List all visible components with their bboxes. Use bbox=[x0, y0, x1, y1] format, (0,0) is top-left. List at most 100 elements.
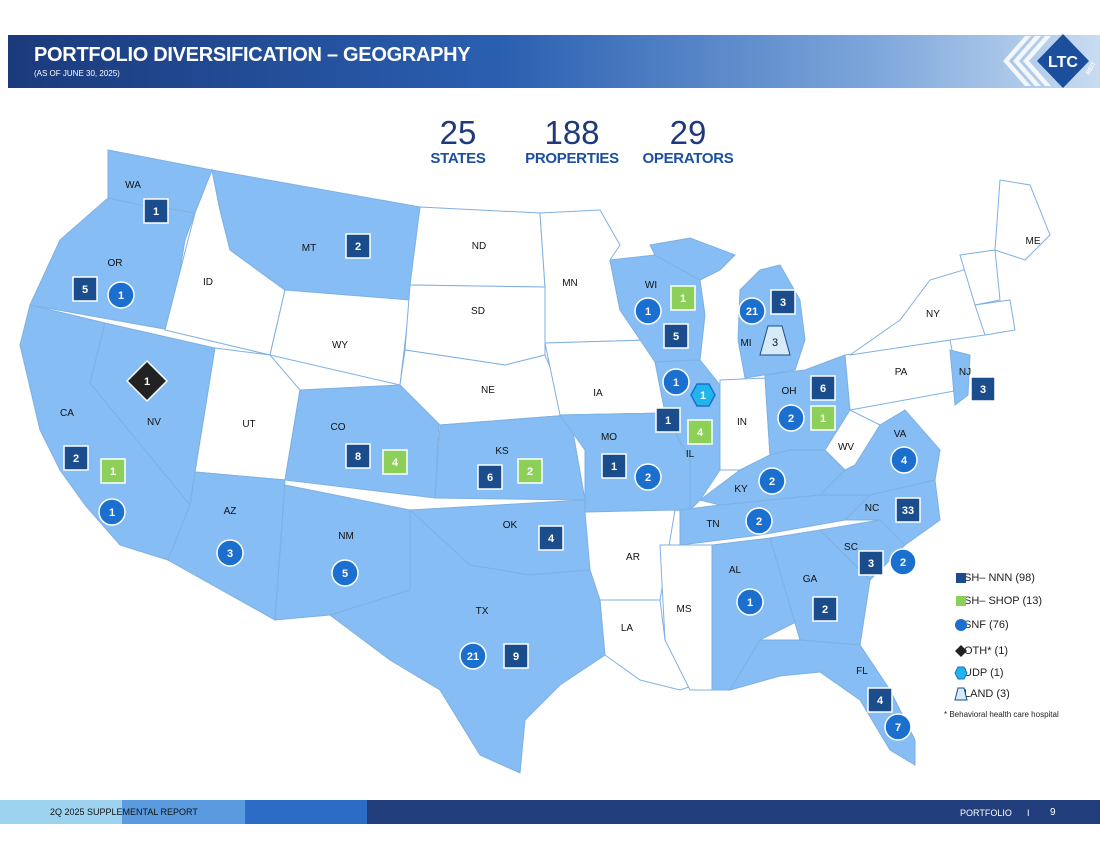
legend-label: OTH* (1) bbox=[964, 645, 1008, 657]
marker-shape bbox=[777, 404, 805, 432]
marker-sh-nnn-oh: 6 bbox=[810, 375, 836, 401]
marker-snf-nm: 5 bbox=[331, 559, 359, 587]
marker-value: 1 bbox=[611, 461, 617, 473]
marker-shape bbox=[745, 507, 773, 535]
marker-sh-nnn-il: 1 bbox=[655, 407, 681, 433]
marker-shape bbox=[687, 419, 713, 445]
marker-value: 5 bbox=[342, 568, 348, 580]
state-label-ia: IA bbox=[593, 388, 603, 399]
marker-value: 21 bbox=[467, 651, 479, 663]
stat-value: 29 bbox=[669, 114, 707, 151]
state-shape-vtnh bbox=[959, 249, 1001, 306]
state-shape-ga bbox=[769, 529, 871, 646]
state-label-me: ME bbox=[1026, 236, 1041, 247]
marker-snf-az: 3 bbox=[216, 539, 244, 567]
marker-shape bbox=[345, 233, 371, 259]
marker-sh-nnn-ga: 2 bbox=[812, 596, 838, 622]
state-label-in: IN bbox=[737, 417, 747, 428]
marker-value: 4 bbox=[901, 455, 908, 467]
marker-shape bbox=[663, 323, 689, 349]
page-number: 9 bbox=[1050, 807, 1056, 818]
marker-snf-ca: 1 bbox=[98, 498, 126, 526]
hexagon-icon bbox=[954, 666, 968, 680]
marker-sh-shop-wi: 1 bbox=[670, 285, 696, 311]
marker-sh-shop-co: 4 bbox=[382, 449, 408, 475]
legend-item-udp: UDP (1) bbox=[954, 665, 1004, 681]
marker-udp-il: 1 bbox=[690, 383, 716, 407]
state-label-pa: PA bbox=[895, 367, 908, 378]
state-label-ks: KS bbox=[495, 446, 509, 457]
ltc-logo: LTC REIT bbox=[1003, 34, 1098, 88]
marker-sh-nnn-wa: 1 bbox=[143, 198, 169, 224]
marker-shape bbox=[143, 198, 169, 224]
legend-item-oth: OTH* (1) bbox=[955, 643, 1008, 659]
state-label-ky: KY bbox=[734, 484, 748, 495]
marker-sh-shop-ks: 2 bbox=[517, 458, 543, 484]
marker-sh-nnn-ks: 6 bbox=[477, 464, 503, 490]
marker-shape bbox=[216, 539, 244, 567]
marker-shape bbox=[736, 588, 764, 616]
state-shape-fl bbox=[728, 639, 916, 766]
marker-value: 4 bbox=[697, 427, 704, 439]
state-label-fl: FL bbox=[856, 666, 868, 677]
state-shape-me bbox=[994, 179, 1051, 261]
state-label-la: LA bbox=[621, 623, 634, 634]
legend-item-land: LAND (3) bbox=[954, 686, 1010, 702]
marker-value: 1 bbox=[665, 415, 671, 427]
marker-shape bbox=[63, 445, 89, 471]
marker-shape bbox=[867, 687, 893, 713]
stat-value: 188 bbox=[544, 114, 600, 151]
state-label-sd: SD bbox=[471, 306, 485, 317]
marker-shape bbox=[100, 458, 126, 484]
footer-separator: I bbox=[1027, 808, 1030, 818]
state-label-mt: MT bbox=[302, 243, 316, 254]
marker-shape bbox=[72, 276, 98, 302]
marker-sh-nnn-co: 8 bbox=[345, 443, 371, 469]
marker-snf-sc: 2 bbox=[889, 548, 917, 576]
marker-value: 1 bbox=[820, 413, 826, 425]
marker-snf-tx: 21 bbox=[459, 642, 487, 670]
marker-shape bbox=[758, 467, 786, 495]
marker-shape bbox=[634, 297, 662, 325]
marker-snf-mo: 2 bbox=[634, 463, 662, 491]
stat-properties: 188 PROPERTIES bbox=[522, 114, 622, 168]
state-label-or: OR bbox=[108, 258, 123, 269]
marker-value: 4 bbox=[548, 533, 555, 545]
marker-shape bbox=[459, 642, 487, 670]
stat-label: OPERATORS bbox=[642, 150, 734, 167]
marker-value: 3 bbox=[772, 337, 778, 349]
state-label-nj: NJ bbox=[959, 367, 971, 378]
state-labels: WA OR CA ID NV MT WY UT AZ CO NM ND SD NE KS OK TX MN IA MO… bbox=[60, 180, 1041, 677]
marker-shape bbox=[107, 281, 135, 309]
marker-value: 4 bbox=[877, 695, 884, 707]
marker-value: 3 bbox=[868, 558, 874, 570]
marker-sh-nnn-or: 5 bbox=[72, 276, 98, 302]
marker-value: 5 bbox=[82, 284, 88, 296]
marker-snf-ky: 2 bbox=[758, 467, 786, 495]
marker-sh-nnn-mt: 2 bbox=[345, 233, 371, 259]
marker-shape bbox=[98, 498, 126, 526]
marker-sh-nnn-tx: 9 bbox=[503, 643, 529, 669]
state-label-wv: WV bbox=[838, 442, 854, 453]
marker-snf-tn: 2 bbox=[745, 507, 773, 535]
marker-shape bbox=[812, 596, 838, 622]
marker-snf-mi: 21 bbox=[738, 297, 766, 325]
marker-shape bbox=[890, 446, 918, 474]
state-label-az: AZ bbox=[224, 506, 237, 517]
marker-value: 1 bbox=[673, 377, 679, 389]
state-label-ms: MS bbox=[677, 604, 692, 615]
marker-value: 1 bbox=[109, 507, 115, 519]
marker-shape bbox=[810, 405, 836, 431]
marker-shape bbox=[662, 368, 690, 396]
square-icon bbox=[956, 596, 966, 606]
state-shape-ks bbox=[434, 414, 586, 501]
legend-item-snf: SNF (76) bbox=[955, 617, 1009, 633]
marker-value: 1 bbox=[118, 290, 124, 302]
marker-shape bbox=[889, 548, 917, 576]
marker-value: 1 bbox=[747, 597, 753, 609]
marker-shape bbox=[655, 407, 681, 433]
marker-shape bbox=[601, 453, 627, 479]
state-label-ga: GA bbox=[803, 574, 818, 585]
state-label-nm: NM bbox=[338, 531, 354, 542]
